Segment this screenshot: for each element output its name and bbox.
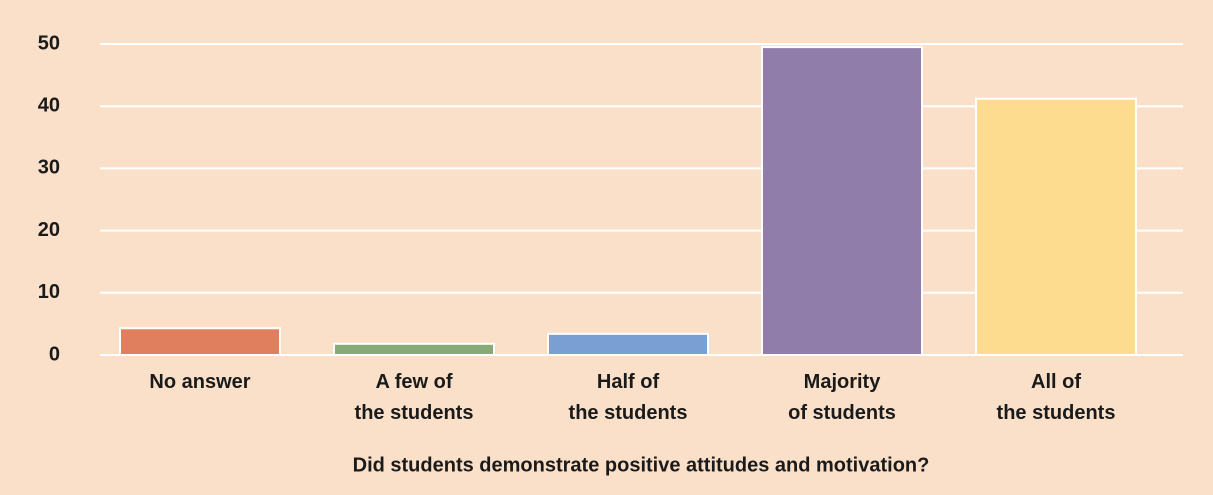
x-tick-label-line: Majority	[804, 371, 882, 393]
bar	[761, 46, 923, 357]
x-tick-label-line: the students	[569, 402, 688, 424]
bar	[975, 97, 1137, 357]
x-tick-label: Half of the students	[569, 371, 688, 424]
y-tick-label: 0	[49, 343, 60, 365]
x-tick-label-line: Half of	[597, 371, 660, 393]
x-tick-label: No answer	[149, 371, 250, 393]
bar	[333, 342, 495, 356]
x-tick-label-line: the students	[997, 402, 1116, 424]
x-tick-label: All of the students	[997, 371, 1116, 424]
x-tick-label-line: A few of	[375, 371, 452, 393]
x-tick-label-line: No answer	[149, 371, 250, 393]
x-tick-label-line: of students	[788, 402, 896, 424]
x-tick-label: Majority of students	[788, 371, 896, 424]
bar	[547, 332, 709, 356]
y-tick-label: 50	[38, 32, 60, 54]
bar	[119, 327, 281, 356]
y-tick-label: 30	[38, 157, 60, 179]
y-tick-label: 40	[38, 94, 60, 116]
x-axis-title: Did students demonstrate positive attitu…	[353, 454, 930, 476]
x-tick-label-line: All of	[1031, 371, 1081, 393]
y-tick-label: 10	[38, 281, 60, 303]
y-tick-label: 20	[38, 219, 60, 241]
x-tick-label-line: the students	[355, 402, 474, 424]
x-tick-label: A few of the students	[355, 371, 474, 424]
